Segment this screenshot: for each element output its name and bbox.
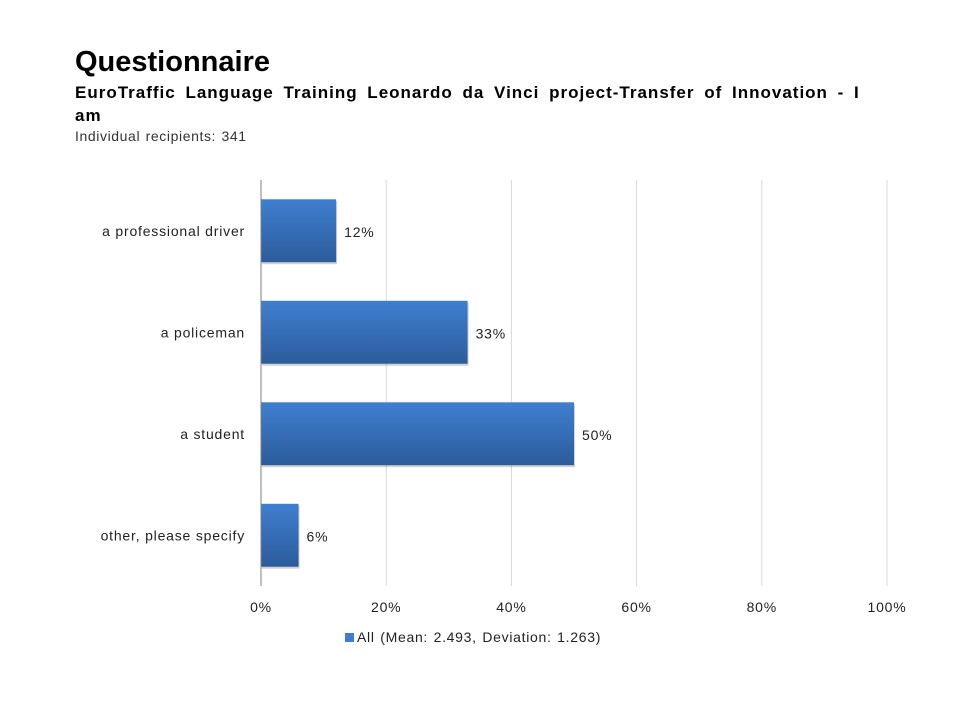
bar [261,402,574,466]
data-label: 12% [344,224,374,240]
x-tick-label: 40% [496,599,526,615]
bar [261,503,299,567]
category-label: a student [180,426,245,442]
category-label: other, please specify [101,527,245,543]
x-tick-label: 0% [250,599,272,615]
legend: All (Mean: 2.493, Deviation: 1.263) [345,627,601,647]
chart-subtitle: EuroTraffic Language Training Leonardo d… [75,83,860,125]
x-tick-label: 80% [747,599,777,615]
legend-label: All (Mean: 2.493, Deviation: 1.263) [357,629,602,645]
gridlines [385,180,888,586]
x-tick-label: 20% [371,599,401,615]
chart-header: Questionnaire EuroTraffic Language Train… [75,44,875,145]
recipients-count: Individual recipients: 341 [75,128,247,144]
category-label: a policeman [161,324,245,340]
data-label: 50% [582,427,612,443]
labels: 0% 20% 40% 60% 80% 100% a professional driver 1… [101,223,906,615]
bar [261,300,468,364]
category-label: a professional driver [102,223,245,239]
data-label: 33% [476,325,506,341]
chart-title: Questionnaire [75,46,270,78]
data-label: 6% [307,528,329,544]
legend-swatch [345,632,354,642]
bars [261,199,575,569]
x-tick-label: 60% [621,599,651,615]
bar [261,199,337,263]
x-tick-label: 100% [867,599,906,615]
